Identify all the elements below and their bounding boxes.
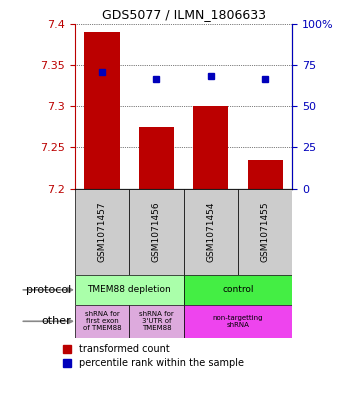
Bar xyxy=(129,189,184,275)
Title: GDS5077 / ILMN_1806633: GDS5077 / ILMN_1806633 xyxy=(102,8,266,21)
Bar xyxy=(139,127,174,189)
Text: shRNA for
3'UTR of
TMEM88: shRNA for 3'UTR of TMEM88 xyxy=(139,311,174,331)
Text: GSM1071455: GSM1071455 xyxy=(261,202,270,262)
Bar xyxy=(184,305,292,338)
Text: GSM1071454: GSM1071454 xyxy=(206,202,215,262)
Text: non-targetting
shRNA: non-targetting shRNA xyxy=(213,315,263,328)
Bar xyxy=(75,275,184,305)
Text: TMEM88 depletion: TMEM88 depletion xyxy=(87,285,171,294)
Text: GSM1071457: GSM1071457 xyxy=(98,202,106,262)
Bar xyxy=(238,189,292,275)
Text: other: other xyxy=(41,316,71,326)
Bar xyxy=(248,160,283,189)
Bar xyxy=(75,305,129,338)
Text: percentile rank within the sample: percentile rank within the sample xyxy=(79,358,244,367)
Bar xyxy=(184,275,292,305)
Text: shRNA for
first exon
of TMEM88: shRNA for first exon of TMEM88 xyxy=(83,311,121,331)
Text: control: control xyxy=(222,285,254,294)
Bar xyxy=(184,189,238,275)
Text: transformed count: transformed count xyxy=(79,344,170,354)
Bar xyxy=(193,106,228,189)
Bar xyxy=(84,32,120,189)
Text: GSM1071456: GSM1071456 xyxy=(152,202,161,262)
Bar xyxy=(75,189,129,275)
Bar xyxy=(129,305,184,338)
Text: protocol: protocol xyxy=(26,285,71,295)
